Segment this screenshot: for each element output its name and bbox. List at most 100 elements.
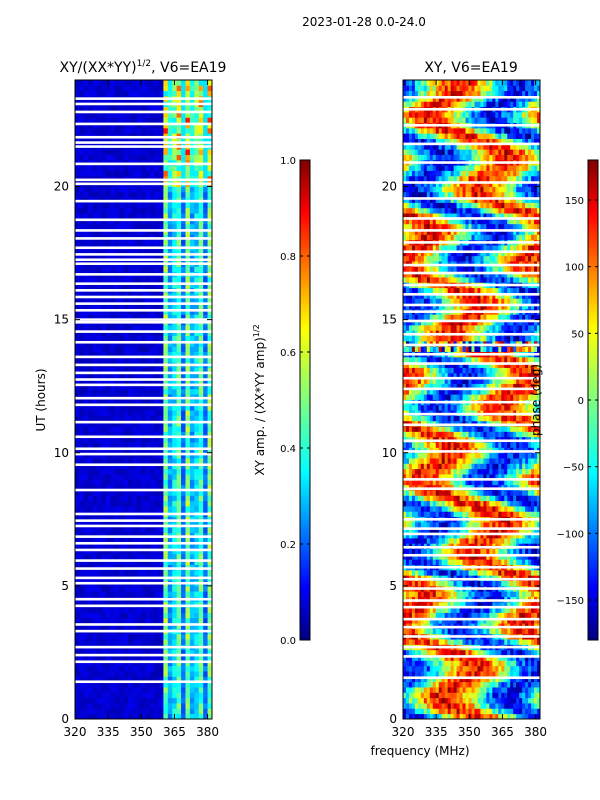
- heatmap-cell: [79, 585, 85, 592]
- heatmap-cell: [474, 607, 478, 613]
- heatmap-cell: [88, 474, 94, 480]
- heatmap-cell: [119, 399, 125, 406]
- heatmap-cell: [194, 436, 200, 443]
- heatmap-cell: [489, 591, 493, 597]
- heatmap-cell: [110, 117, 116, 123]
- heatmap-cell: [414, 591, 419, 597]
- heatmap-cell: [189, 298, 195, 305]
- heatmap-cell: [198, 612, 204, 619]
- heatmap-cell: [150, 527, 155, 534]
- heatmap-cell: [97, 335, 102, 342]
- heatmap-cell: [167, 649, 173, 656]
- heatmap-cell: [181, 410, 186, 416]
- heatmap-cell: [79, 404, 85, 411]
- data-gap-row: [75, 97, 212, 100]
- heatmap-cell: [101, 591, 107, 597]
- heatmap-cell: [194, 458, 200, 464]
- heatmap-cell: [405, 692, 410, 699]
- heatmap-cell: [474, 713, 478, 720]
- heatmap-cell: [110, 404, 116, 411]
- heatmap-cell: [158, 308, 164, 315]
- heatmap-cell: [528, 692, 532, 699]
- heatmap-cell: [105, 655, 111, 661]
- heatmap-cell: [92, 207, 98, 214]
- heatmap-cell: [207, 218, 213, 225]
- heatmap-cell: [189, 591, 195, 597]
- heatmap-cell: [198, 495, 204, 502]
- heatmap-cell: [163, 660, 169, 667]
- colorbar-tick-label: 0.0: [280, 636, 296, 647]
- heatmap-cell: [444, 681, 449, 688]
- heatmap-cell: [453, 601, 458, 608]
- heatmap-cell: [189, 383, 195, 390]
- heatmap-cell: [176, 500, 182, 507]
- heatmap-cell: [203, 703, 208, 709]
- heatmap-cell: [408, 676, 413, 683]
- heatmap-cell: [172, 186, 178, 193]
- heatmap-cell: [513, 681, 517, 688]
- heatmap-cell: [105, 612, 111, 619]
- heatmap-cell: [185, 687, 191, 693]
- heatmap-cell: [471, 703, 475, 709]
- heatmap-cell: [92, 431, 98, 438]
- heatmap-cell: [150, 495, 155, 502]
- heatmap-cell: [426, 612, 431, 619]
- heatmap-cell: [83, 80, 89, 86]
- heatmap-cell: [110, 623, 116, 629]
- heatmap-cell: [176, 447, 182, 454]
- heatmap-cell: [181, 399, 186, 406]
- heatmap-cell: [132, 500, 138, 507]
- heatmap-cell: [105, 383, 111, 390]
- heatmap-cell: [489, 628, 493, 635]
- heatmap-cell: [405, 607, 410, 613]
- heatmap-cell: [522, 591, 526, 597]
- heatmap-cell: [483, 649, 487, 656]
- heatmap-cell: [450, 591, 455, 597]
- heatmap-cell: [83, 335, 89, 342]
- heatmap-cell: [150, 383, 155, 390]
- heatmap-cell: [447, 639, 452, 645]
- heatmap-cell: [123, 351, 129, 358]
- heatmap-cell: [468, 708, 472, 715]
- heatmap-cell: [158, 452, 164, 459]
- heatmap-cell: [128, 703, 133, 709]
- heatmap-cell: [516, 607, 520, 613]
- heatmap-cell: [83, 165, 89, 171]
- heatmap-cell: [163, 111, 169, 118]
- heatmap-cell: [477, 708, 481, 715]
- heatmap-cell: [150, 335, 155, 342]
- heatmap-cell: [154, 697, 160, 704]
- heatmap-cell: [167, 282, 173, 289]
- heatmap-cell: [158, 703, 164, 709]
- heatmap-cell: [474, 628, 478, 635]
- heatmap-cell: [145, 484, 151, 491]
- heatmap-cell: [501, 612, 505, 619]
- heatmap-cell: [198, 90, 204, 97]
- heatmap-cell: [123, 500, 129, 507]
- heatmap-cell: [172, 527, 178, 534]
- heatmap-cell: [420, 591, 425, 597]
- heatmap-cell: [420, 617, 425, 624]
- heatmap-cell: [167, 122, 173, 129]
- heatmap-cell: [172, 548, 178, 555]
- heatmap-cell: [145, 607, 151, 613]
- heatmap-cell: [79, 559, 85, 565]
- heatmap-cell: [189, 404, 195, 411]
- heatmap-cell: [75, 127, 80, 134]
- heatmap-cell: [110, 479, 116, 486]
- heatmap-cell: [128, 223, 133, 230]
- heatmap-cell: [444, 692, 449, 699]
- heatmap-cell: [198, 623, 204, 629]
- heatmap-cell: [462, 649, 466, 656]
- heatmap-cell: [462, 692, 466, 699]
- heatmap-cell: [411, 649, 416, 656]
- heatmap-cell: [92, 356, 98, 363]
- heatmap-cell: [141, 681, 147, 688]
- heatmap-cell: [83, 431, 89, 438]
- heatmap-cell: [203, 85, 208, 92]
- heatmap-cell: [150, 676, 155, 683]
- heatmap-cell: [79, 671, 85, 677]
- heatmap-cell: [194, 404, 200, 411]
- heatmap-cell: [176, 537, 182, 544]
- heatmap-cell: [145, 713, 151, 720]
